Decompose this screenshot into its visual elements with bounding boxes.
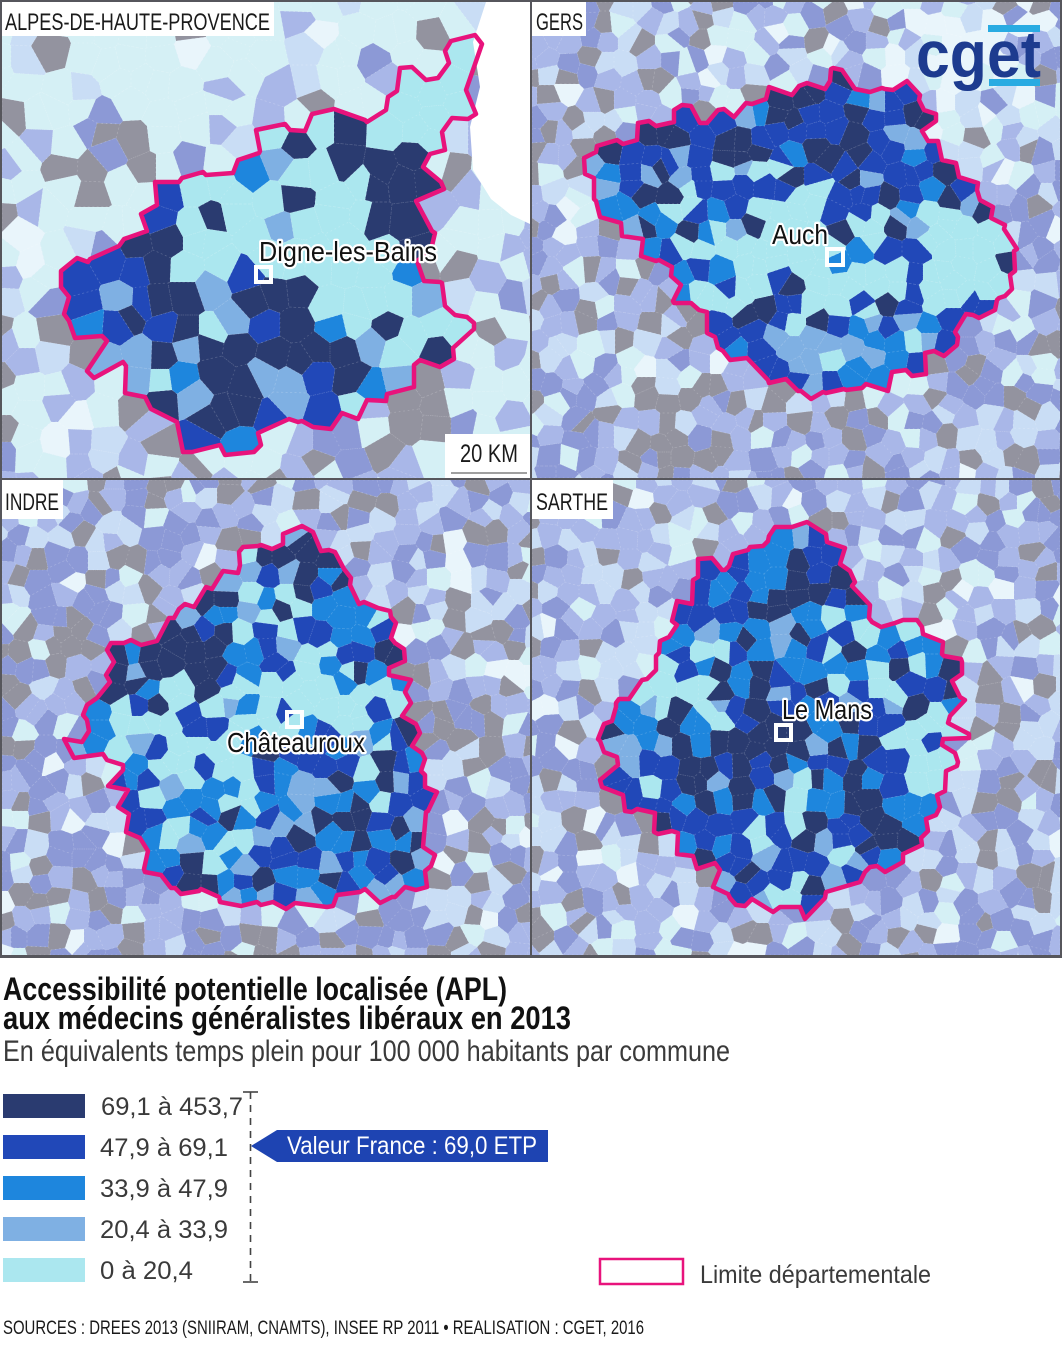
svg-text:GERS: GERS [536,9,583,36]
svg-text:Valeur France : 69,0 ETP: Valeur France : 69,0 ETP [287,1132,537,1160]
svg-text:Accessibilité potentielle loca: Accessibilité potentielle localisée (APL… [3,971,507,1007]
svg-text:47,9 à 69,1: 47,9 à 69,1 [100,1134,228,1162]
svg-text:69,1 à 453,7: 69,1 à 453,7 [101,1093,243,1121]
svg-text:ALPES-DE-HAUTE-PROVENCE: ALPES-DE-HAUTE-PROVENCE [5,9,270,36]
svg-text:Auch: Auch [772,219,828,250]
svg-text:20,4 à 33,9: 20,4 à 33,9 [100,1216,228,1244]
svg-text:SARTHE: SARTHE [536,489,608,516]
svg-text:Limite départementale: Limite départementale [700,1261,931,1289]
svg-text:En équivalents temps plein pou: En équivalents temps plein pour 100 000 … [3,1035,730,1068]
svg-text:INDRE: INDRE [5,489,59,516]
svg-text:aux médecins généralistes libé: aux médecins généralistes libéraux en 20… [3,1000,571,1036]
svg-text:Châteauroux: Châteauroux [227,727,365,758]
svg-text:Le Mans: Le Mans [782,694,872,725]
svg-text:cget: cget [916,17,1041,91]
svg-text:SOURCES : DREES 2013 (SNIIRAM,: SOURCES : DREES 2013 (SNIIRAM, CNAMTS), … [3,1317,644,1339]
svg-text:20 KM: 20 KM [460,440,518,468]
svg-text:Digne-les-Bains: Digne-les-Bains [259,236,437,267]
svg-text:0 à 20,4: 0 à 20,4 [100,1257,193,1285]
svg-text:33,9 à 47,9: 33,9 à 47,9 [100,1175,228,1203]
